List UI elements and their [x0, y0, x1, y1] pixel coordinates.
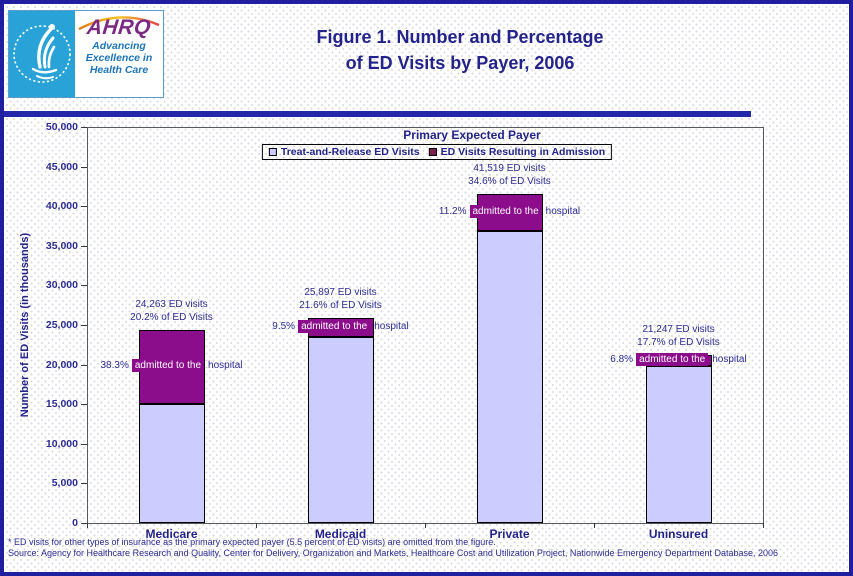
- bar-total-label: 25,897 ED visits 21.6% of ED Visits: [251, 286, 431, 312]
- legend-label-admission: ED Visits Resulting in Admission: [440, 146, 606, 158]
- x-tick-mark: [425, 523, 426, 528]
- bar-total-visits-label: 24,263 ED visits: [135, 299, 208, 310]
- y-tick-mark: [81, 325, 87, 326]
- bar-total-pct-label: 34.6% of ED Visits: [468, 176, 551, 187]
- bar-total-label: 41,519 ED visits 34.6% of ED Visits: [420, 162, 600, 188]
- hhs-ahrq-logo: AHRQ Advancing Excellence in Health Care: [8, 10, 164, 98]
- y-tick-label: 10,000: [45, 438, 78, 450]
- admitted-end-text: hospital: [208, 360, 243, 371]
- tagline-line2: Excellence in: [85, 52, 153, 64]
- y-tick-mark: [81, 167, 87, 168]
- y-tick-label: 35,000: [45, 240, 78, 252]
- y-tick-mark: [81, 285, 87, 286]
- footnote-asterisk: * ED visits for other types of insurance…: [8, 537, 496, 547]
- bar-total-pct-label: 20.2% of ED Visits: [130, 312, 213, 323]
- y-tick-label: 25,000: [45, 319, 78, 331]
- bar-total-visits-label: 21,247 ED visits: [642, 324, 715, 335]
- rainbow-arc-icon: [78, 16, 160, 30]
- y-tick-label: 20,000: [45, 359, 78, 371]
- chart-legend: Treat-and-Release ED Visits ED Visits Re…: [261, 144, 613, 160]
- y-tick-label: 15,000: [45, 398, 78, 410]
- admitted-mid-text: admitted to the: [636, 352, 709, 366]
- hhs-eagle-icon: [13, 24, 71, 83]
- bar-admitted-label: 11.2% admitted to the hospital: [350, 204, 670, 218]
- bar-admitted-label: 6.8% admitted to the hospital: [519, 352, 839, 366]
- admitted-pct-value: 11.2%: [438, 205, 467, 217]
- y-tick-mark: [81, 523, 87, 524]
- ahrq-wordmark: AHRQ: [85, 16, 153, 39]
- figure-title-line2: of ED Visits by Payer, 2006: [345, 53, 575, 73]
- admitted-mid-text: admitted to the: [469, 204, 542, 218]
- admitted-pct-value: 9.5%: [272, 320, 296, 332]
- header-divider: [0, 111, 751, 117]
- tagline-line3: Health Care: [89, 64, 149, 76]
- hhs-seal: [9, 11, 75, 97]
- bar-segment-treat-release: [477, 231, 543, 523]
- y-tick-label: 0: [72, 517, 78, 529]
- bar-total-label: 21,247 ED visits 17.7% of ED Visits: [589, 323, 769, 349]
- bar-admitted-label: 38.3% admitted to the hospital: [12, 359, 332, 372]
- x-tick-mark: [763, 523, 764, 528]
- bar-total-pct-label: 17.7% of ED Visits: [637, 337, 720, 348]
- x-tick-mark: [256, 523, 257, 528]
- ahrq-logo: AHRQ Advancing Excellence in Health Care: [75, 11, 163, 97]
- bar-total-label: 24,263 ED visits 20.2% of ED Visits: [82, 298, 262, 324]
- bar-segment-treat-release: [646, 366, 712, 523]
- legend-label-treat-release: Treat-and-Release ED Visits: [280, 146, 420, 158]
- footnote-source: Source: Agency for Healthcare Research a…: [8, 548, 779, 558]
- treat-release-swatch-icon: [268, 148, 277, 156]
- y-tick-mark: [81, 404, 87, 405]
- admission-swatch-icon: [428, 148, 437, 156]
- y-tick-label: 5,000: [51, 477, 78, 489]
- y-tick-mark: [81, 206, 87, 207]
- bar-segment-treat-release: [139, 404, 205, 523]
- y-tick-mark: [81, 444, 87, 445]
- bar-segment-treat-release: [308, 337, 374, 523]
- admitted-pct-value: 6.8%: [610, 353, 634, 365]
- y-tick-label: 40,000: [45, 200, 78, 212]
- bar-total-visits-label: 25,897 ED visits: [304, 287, 377, 298]
- chart-title: Primary Expected Payer: [403, 128, 541, 142]
- y-tick-label: 30,000: [45, 279, 78, 291]
- admitted-mid-text: admitted to the: [131, 359, 205, 372]
- x-category-label: Private: [489, 527, 530, 541]
- figure-title-line1: Figure 1. Number and Percentage: [316, 27, 604, 47]
- x-category-label: Medicaid: [314, 527, 367, 541]
- tagline-line1: Advancing: [92, 40, 146, 52]
- y-tick-label: 50,000: [45, 121, 78, 133]
- y-tick-mark: [81, 483, 87, 484]
- y-tick-label: 45,000: [45, 161, 78, 173]
- figure-title: Figure 1. Number and Percentage of ED Vi…: [180, 24, 740, 76]
- x-tick-mark: [594, 523, 595, 528]
- footnotes: * ED visits for other types of insurance…: [8, 537, 850, 559]
- y-tick-mark: [81, 365, 87, 366]
- admitted-end-text: hospital: [712, 353, 747, 365]
- bar-total-visits-label: 41,519 ED visits: [473, 163, 546, 174]
- x-category-label: Medicare: [145, 527, 198, 541]
- bar-total-pct-label: 21.6% of ED Visits: [299, 300, 382, 311]
- legend-item-treat-release: Treat-and-Release ED Visits: [268, 146, 420, 158]
- admitted-pct-value: 38.3%: [100, 360, 129, 371]
- admitted-end-text: hospital: [545, 205, 581, 217]
- admitted-end-text: hospital: [374, 320, 409, 332]
- x-tick-mark: [87, 523, 88, 528]
- y-tick-mark: [81, 127, 87, 128]
- admitted-mid-text: admitted to the: [298, 319, 371, 333]
- bar-admitted-label: 9.5% admitted to the hospital: [181, 319, 501, 333]
- y-tick-mark: [81, 246, 87, 247]
- x-category-label: Uninsured: [648, 527, 709, 541]
- ahrq-tagline: Advancing Excellence in Health Care: [86, 40, 153, 76]
- legend-item-admission: ED Visits Resulting in Admission: [428, 146, 606, 158]
